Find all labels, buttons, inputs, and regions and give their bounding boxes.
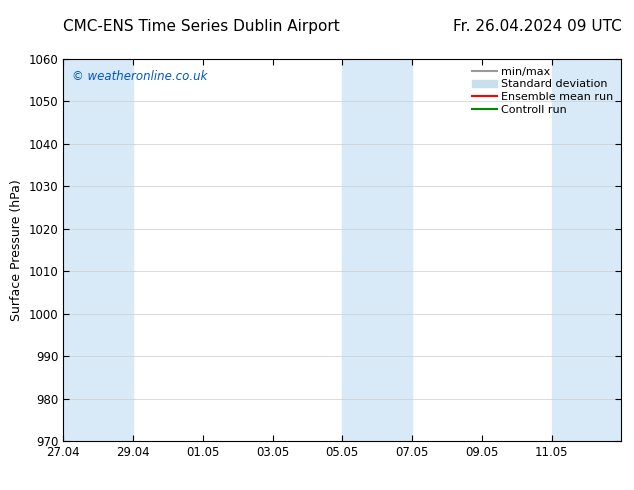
Text: Fr. 26.04.2024 09 UTC: Fr. 26.04.2024 09 UTC — [453, 19, 621, 34]
Y-axis label: Surface Pressure (hPa): Surface Pressure (hPa) — [10, 179, 23, 321]
Text: CMC-ENS Time Series Dublin Airport: CMC-ENS Time Series Dublin Airport — [63, 19, 340, 34]
Text: © weatheronline.co.uk: © weatheronline.co.uk — [72, 70, 207, 83]
Bar — [342, 59, 412, 441]
Legend: min/max, Standard deviation, Ensemble mean run, Controll run: min/max, Standard deviation, Ensemble me… — [470, 64, 616, 117]
Bar — [552, 59, 621, 441]
Bar — [63, 59, 133, 441]
